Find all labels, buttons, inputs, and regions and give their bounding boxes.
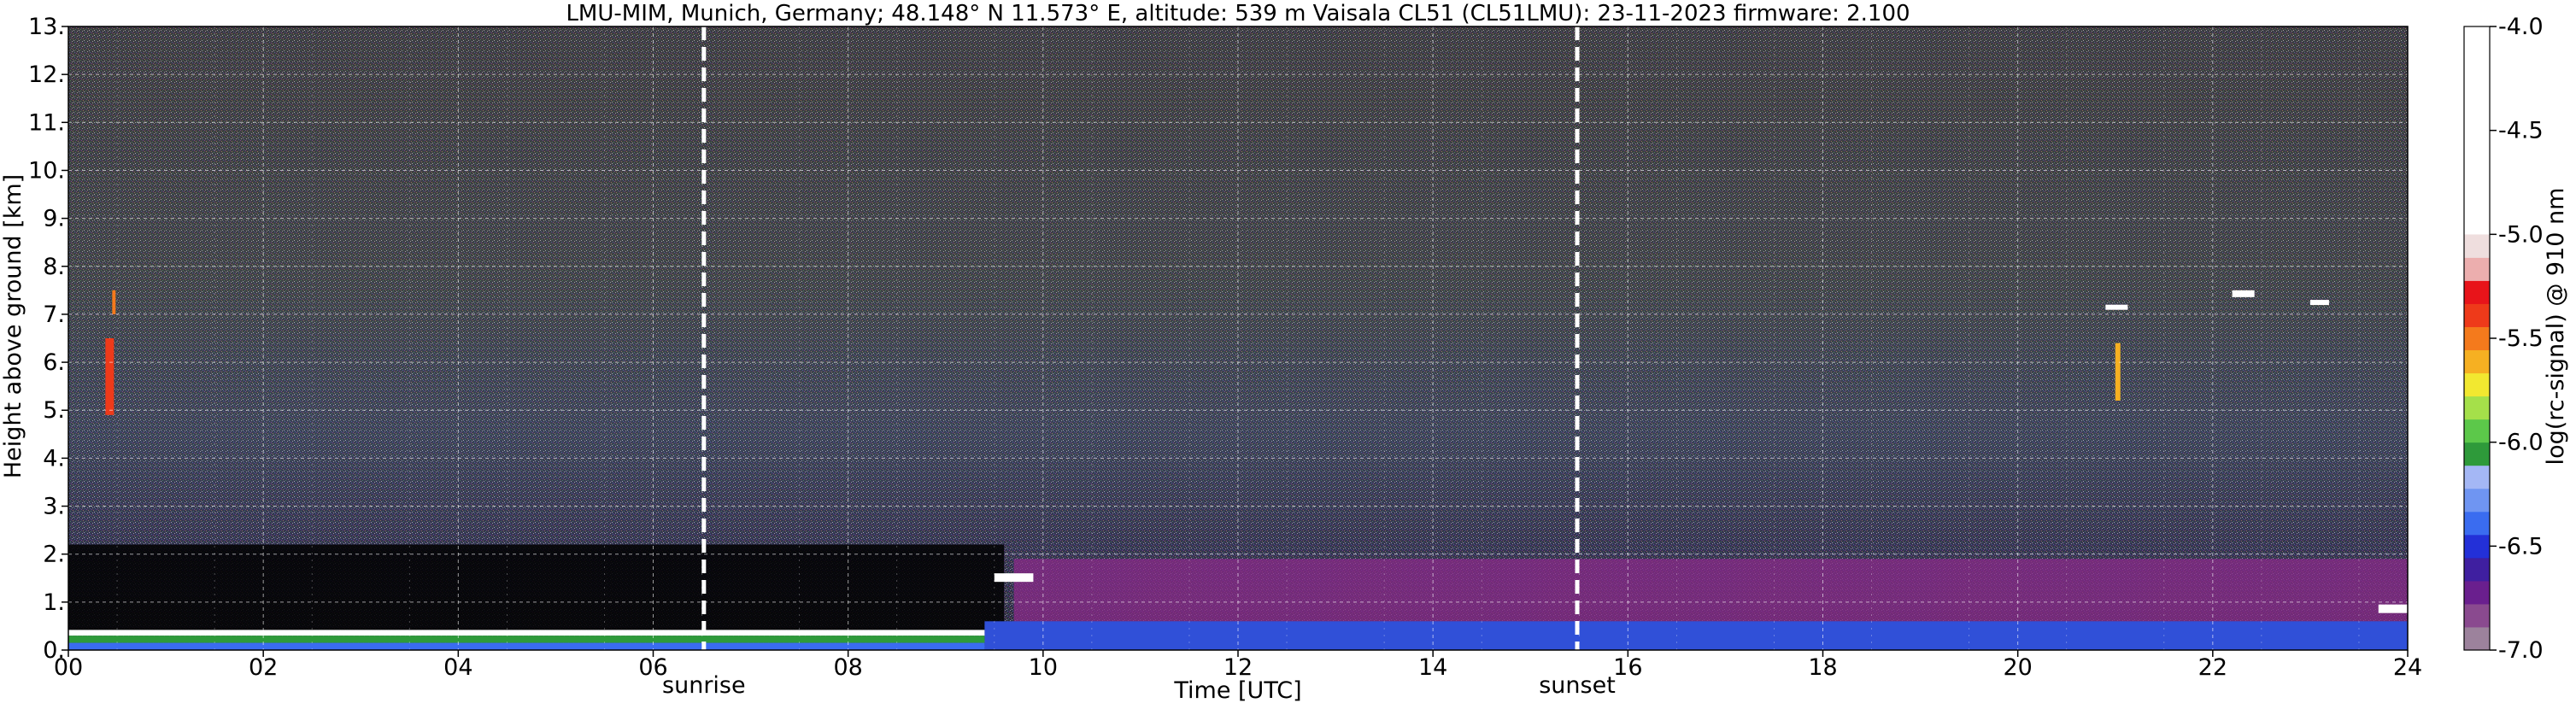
colorbar-segment <box>2464 580 2490 605</box>
event-label-sunset: sunset <box>1539 672 1616 699</box>
y-tick-label: 5. <box>43 397 65 424</box>
colorbar-segment <box>2464 419 2490 443</box>
colorbar-tick-label: -5.5 <box>2498 325 2544 352</box>
y-tick-label: 12. <box>28 62 65 88</box>
colorbar-segment <box>2464 534 2490 559</box>
colorbar-segment <box>2464 303 2490 327</box>
cloud-feature <box>2232 290 2255 297</box>
x-axis: 00 02 04 06 08 10 12 14 16 18 20 22 24 <box>54 650 2422 681</box>
grid <box>67 26 2409 651</box>
y-tick-label: 1. <box>43 589 65 616</box>
colorbar-segment <box>2464 465 2490 489</box>
colorbar-segment <box>2464 626 2490 651</box>
surface-layer-white <box>68 630 985 636</box>
surface-layer-blue <box>68 642 985 650</box>
y-tick-label: 4. <box>43 445 65 472</box>
evening-layer <box>1013 559 2408 626</box>
cloud-feature <box>994 573 1034 583</box>
y-axis-label: Height above ground [km] <box>0 174 26 478</box>
y-tick-label: 2. <box>43 542 65 568</box>
y-tick-label: 0. <box>43 637 65 664</box>
colorbar-tick-label: -7.0 <box>2498 637 2544 664</box>
event-label-sunrise: sunrise <box>662 672 746 699</box>
x-axis-label: Time [UTC] <box>1173 677 1301 704</box>
x-tick-label: 14 <box>1418 654 1447 681</box>
colorbar-segment <box>2464 234 2490 258</box>
x-tick-label: 12 <box>1223 654 1253 681</box>
colorbar-segment <box>2464 326 2490 351</box>
y-tick-label: 7. <box>43 302 65 328</box>
x-tick-label: 00 <box>54 654 83 681</box>
cloud-feature <box>2309 300 2329 306</box>
clear-air-region <box>68 544 1005 634</box>
y-tick-label: 6. <box>43 349 65 376</box>
colorbar: -7.0 -6.5 -6.0 -5.5 -5.0 -4.5 -4.0 <box>2463 14 2544 664</box>
cloud-feature <box>105 338 114 415</box>
plot-area: sunrise sunset <box>67 26 2409 699</box>
colorbar-tick-label: -5.0 <box>2498 221 2544 248</box>
chart-title: LMU-MIM, Munich, Germany; 48.148° N 11.5… <box>566 1 1910 26</box>
y-axis: 0. 1. 2. 3. 4. 5. 6. 7. 8. 9. 10. 11. 12. 13. <box>28 14 68 664</box>
cloud-feature <box>2105 304 2128 310</box>
cloud-feature <box>2115 343 2121 401</box>
colorbar-segment <box>2464 557 2490 582</box>
y-tick-label: 13. <box>28 14 65 40</box>
colorbar-label: log(rc-signal) @ 910 nm <box>2543 188 2569 466</box>
x-tick-label: 02 <box>249 654 278 681</box>
cloud-feature <box>112 290 116 314</box>
colorbar-segment <box>2464 257 2490 281</box>
x-tick-label: 16 <box>1613 654 1642 681</box>
y-tick-label: 9. <box>43 206 65 232</box>
cloud-feature <box>2378 604 2408 613</box>
y-tick-label: 8. <box>43 254 65 280</box>
colorbar-segment <box>2464 396 2490 420</box>
colorbar-segment <box>2464 603 2490 628</box>
x-tick-label: 20 <box>2003 654 2032 681</box>
colorbar-segment <box>2464 280 2490 304</box>
colorbar-tick-label: -4.0 <box>2498 14 2544 40</box>
colorbar-tick-label: -6.5 <box>2498 533 2544 560</box>
x-tick-label: 08 <box>833 654 862 681</box>
y-tick-label: 3. <box>43 494 65 520</box>
y-tick-label: 10. <box>28 157 65 184</box>
x-tick-label: 18 <box>1808 654 1837 681</box>
x-tick-label: 24 <box>2393 654 2422 681</box>
colorbar-segment <box>2464 488 2490 513</box>
colorbar-segment <box>2464 511 2490 536</box>
colorbar-segment <box>2464 372 2490 397</box>
colorbar-segment <box>2464 442 2490 466</box>
x-tick-label: 10 <box>1029 654 1058 681</box>
colorbar-segment <box>2464 26 2490 235</box>
colorbar-tick-label: -6.0 <box>2498 430 2544 456</box>
colorbar-tick-label: -4.5 <box>2498 118 2544 144</box>
y-tick-label: 11. <box>28 109 65 136</box>
colorbar-segment <box>2464 349 2490 374</box>
surface-layer-green <box>68 636 985 643</box>
x-tick-label: 04 <box>443 654 472 681</box>
boundary-layer-band <box>984 621 2408 650</box>
x-tick-label: 06 <box>638 654 667 681</box>
x-tick-label: 22 <box>2198 654 2227 681</box>
